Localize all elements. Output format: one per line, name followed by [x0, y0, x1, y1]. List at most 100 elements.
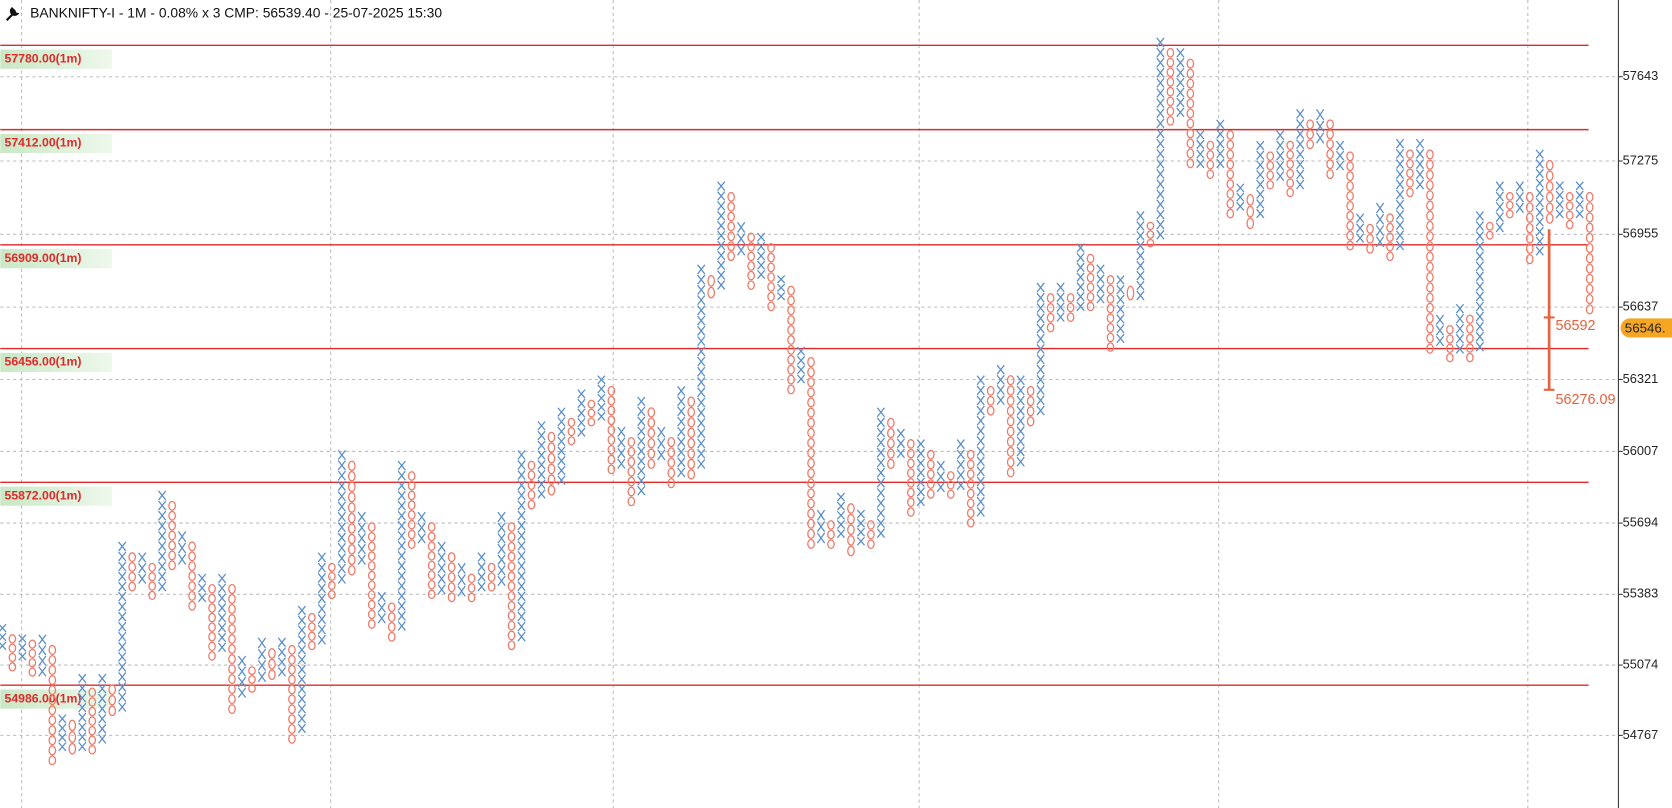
- x-symbol: [118, 551, 127, 562]
- x-column: [457, 562, 466, 597]
- o-symbol: [787, 335, 795, 345]
- o-symbol: [1226, 130, 1235, 140]
- x-symbol: [717, 260, 726, 271]
- o-symbol: [627, 466, 636, 477]
- o-symbol: [108, 694, 117, 706]
- o-column: [188, 541, 196, 611]
- o-symbol: [1046, 303, 1055, 313]
- x-symbol: [1276, 171, 1285, 182]
- x-symbol: [517, 621, 526, 632]
- o-symbol: [1486, 230, 1494, 240]
- x-symbol: [557, 426, 566, 437]
- o-symbol: [347, 491, 356, 503]
- o-column: [707, 275, 716, 299]
- o-symbol: [48, 695, 57, 706]
- target-label: 56276.09: [1556, 392, 1616, 408]
- y-tick-label: 56955: [1623, 226, 1659, 241]
- o-symbol: [1246, 217, 1255, 230]
- o-column: [1146, 221, 1155, 248]
- x-symbol: [118, 692, 127, 702]
- x-symbol: [557, 436, 566, 447]
- o-symbol: [367, 551, 376, 561]
- x-symbol: [237, 676, 247, 688]
- x-symbol: [756, 251, 766, 261]
- x-symbol: [717, 250, 726, 261]
- x-column: [337, 449, 346, 584]
- x-symbol: [597, 411, 606, 421]
- o-symbol: [28, 658, 37, 668]
- x-symbol: [1296, 119, 1305, 129]
- x-symbol: [337, 553, 346, 564]
- o-symbol: [1426, 251, 1434, 262]
- o-symbol: [487, 581, 496, 592]
- o-symbol: [1426, 190, 1434, 201]
- o-symbol: [1006, 467, 1015, 478]
- x-symbol: [1016, 436, 1025, 447]
- o-symbol: [407, 510, 416, 520]
- x-symbol: [517, 601, 526, 612]
- x-symbol: [1355, 233, 1365, 243]
- o-symbol: [1466, 343, 1474, 353]
- x-symbol: [1036, 303, 1045, 314]
- o-symbol: [1386, 222, 1394, 233]
- x-symbol: [1475, 281, 1484, 292]
- x-symbol: [357, 522, 366, 533]
- x-symbol: [657, 449, 666, 461]
- x-symbol: [477, 572, 486, 582]
- o-symbol: [1525, 191, 1534, 203]
- o-symbol: [148, 581, 156, 591]
- x-symbol: [557, 475, 566, 485]
- o-symbol: [647, 458, 656, 470]
- x-symbol: [557, 407, 566, 417]
- x-symbol: [976, 395, 985, 406]
- x-symbol: [397, 460, 406, 471]
- x-symbol: [1495, 181, 1504, 192]
- x-symbol: [1216, 119, 1225, 129]
- x-column: [717, 181, 726, 290]
- o-symbol: [527, 499, 536, 510]
- x-symbol: [138, 573, 147, 584]
- o-symbol: [88, 706, 97, 717]
- x-symbol: [876, 407, 886, 418]
- o-symbol: [1565, 191, 1574, 202]
- o-symbol: [587, 417, 596, 427]
- x-symbol: [976, 506, 985, 517]
- x-symbol: [1256, 189, 1265, 199]
- x-column: [297, 605, 307, 734]
- o-symbol: [807, 498, 815, 509]
- o-symbol: [367, 609, 376, 620]
- o-symbol: [587, 399, 596, 409]
- x-symbol: [517, 470, 526, 480]
- o-symbol: [208, 631, 216, 642]
- x-symbol: [1156, 128, 1165, 139]
- x-symbol: [1535, 178, 1544, 188]
- o-symbol: [907, 439, 915, 449]
- x-symbol: [437, 541, 446, 552]
- o-symbol: [926, 459, 935, 470]
- x-symbol: [277, 657, 287, 667]
- x-symbol: [1036, 323, 1045, 334]
- x-column: [996, 364, 1005, 406]
- projection: 56592 56276.09: [1543, 229, 1616, 408]
- o-symbol: [507, 561, 516, 572]
- o-symbol: [807, 528, 815, 539]
- o-symbol: [887, 438, 895, 449]
- o-column: [667, 436, 676, 489]
- o-symbol: [1186, 108, 1195, 119]
- o-symbol: [966, 459, 975, 470]
- o-symbol: [507, 571, 516, 582]
- level-label: 57412.00(1m): [5, 136, 82, 150]
- x-symbol: [1156, 118, 1165, 129]
- x-symbol: [1475, 291, 1484, 302]
- o-symbol: [946, 471, 955, 481]
- o-symbol: [1286, 140, 1295, 151]
- x-symbol: [0, 632, 7, 642]
- x-column: [1515, 181, 1524, 214]
- x-symbol: [697, 315, 706, 326]
- o-symbol: [1585, 253, 1594, 264]
- x-symbol: [697, 377, 706, 388]
- x-symbol: [936, 481, 945, 493]
- o-symbol: [1426, 282, 1434, 293]
- x-symbol: [237, 687, 247, 698]
